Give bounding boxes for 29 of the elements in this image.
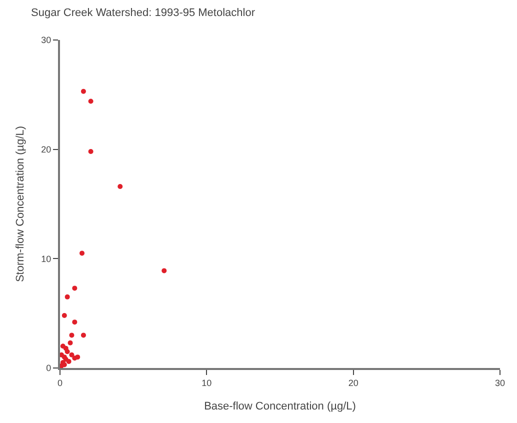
x-tick-label: 30 [494,378,506,388]
x-tick-label: 0 [57,378,63,388]
point [69,332,74,338]
point [80,88,86,94]
point [66,358,72,364]
point [88,149,94,154]
point [72,320,78,325]
point [63,346,68,351]
point [60,352,64,358]
y-tick-label: 10 [41,254,52,264]
point [80,332,86,338]
y-tick-label: 20 [41,144,52,154]
x-tick-label: 20 [348,378,358,388]
x-axis-title: Base-flow Concentration (µg/L) [204,400,356,412]
point [88,98,94,104]
point [62,313,67,318]
x-tick-label: 10 [202,378,212,388]
point [118,184,123,190]
point [64,294,70,300]
y-axis-title: Storm-flow Concentration (µg/L) [14,126,26,282]
point [68,340,73,346]
point [75,354,80,360]
point [162,268,167,274]
chart-title: Sugar Creek Watershed: 1993-95 Metolachlor [31,7,256,20]
point [72,286,78,291]
y-tick-label: 30 [41,35,52,46]
point [80,250,84,256]
y-tick-label: 0 [46,363,52,374]
point [69,352,74,358]
